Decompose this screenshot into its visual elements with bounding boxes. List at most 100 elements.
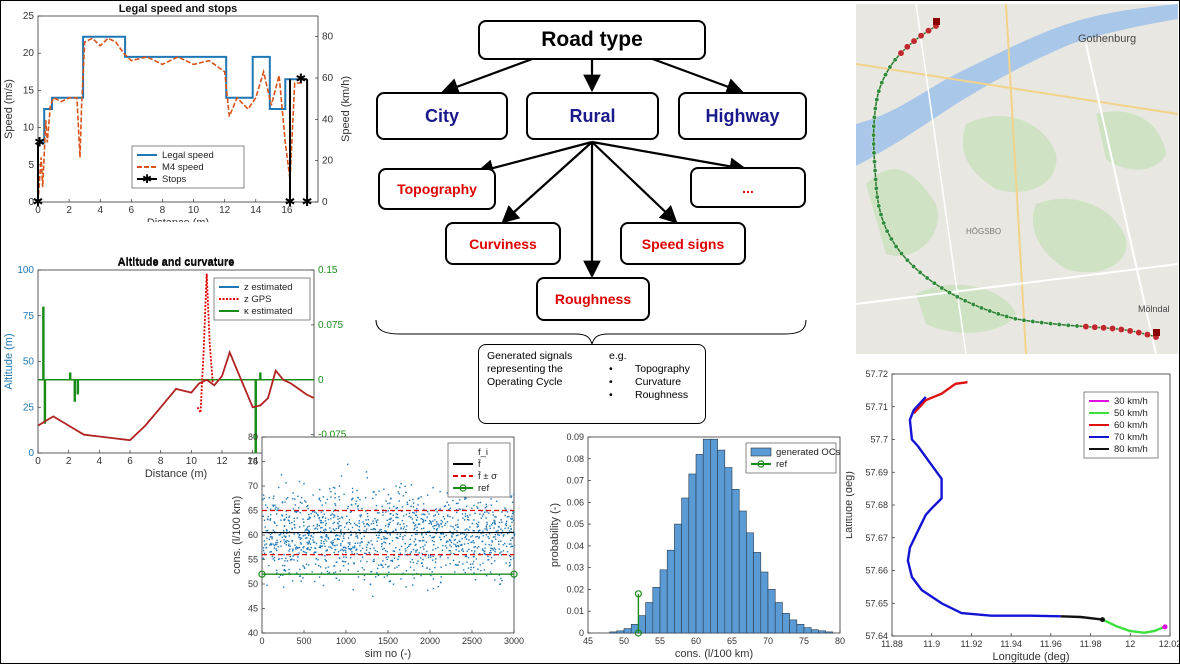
scatter-point	[292, 555, 294, 557]
scatter-point	[340, 533, 342, 535]
x-tick-label: 11.9	[923, 639, 940, 649]
scatter-point	[324, 517, 327, 519]
scatter-point	[357, 505, 359, 507]
scatter-point	[457, 502, 459, 504]
scatter-point	[418, 552, 420, 554]
scatter-point	[490, 562, 493, 565]
scatter-point	[422, 521, 424, 523]
scatter-point	[328, 571, 330, 574]
scatter-point	[292, 498, 294, 500]
legend-label: 30 km/h	[1114, 396, 1148, 407]
route-point	[1099, 617, 1105, 623]
scatter-point	[359, 499, 361, 501]
scatter-point	[416, 562, 418, 565]
scatter-point	[359, 544, 361, 547]
scatter-point	[374, 549, 377, 552]
scatter-point	[425, 533, 427, 535]
scatter-point	[385, 556, 387, 559]
scatter-point	[373, 560, 375, 562]
scatter-point	[436, 529, 438, 532]
scatter-point	[339, 570, 341, 572]
scatter-point	[450, 525, 452, 527]
scatter-point	[284, 565, 286, 567]
scatter-point	[456, 541, 459, 544]
scatter-point	[430, 521, 432, 523]
scatter-point	[486, 505, 488, 508]
scatter-point	[434, 561, 437, 563]
scatter-point	[449, 550, 451, 552]
scatter-point	[356, 535, 359, 537]
scatter-point	[303, 566, 305, 568]
y-tick-label: 57.64	[865, 631, 888, 641]
scatter-point	[389, 543, 391, 545]
scatter-point	[289, 545, 291, 547]
scatter-point	[302, 547, 304, 549]
scatter-point	[347, 563, 350, 565]
scatter-point	[479, 501, 482, 504]
scatter-point	[272, 504, 274, 506]
scatter-point	[354, 503, 357, 505]
scatter-point	[471, 522, 473, 525]
scatter-point	[294, 544, 296, 546]
scatter-point	[445, 534, 447, 537]
scatter-point	[386, 551, 388, 553]
scatter-point	[356, 537, 359, 539]
scatter-point	[465, 538, 468, 540]
scatter-point	[319, 547, 322, 549]
scatter-point	[319, 566, 322, 568]
scatter-point	[321, 545, 323, 547]
scatter-point	[481, 515, 484, 517]
scatter-point	[510, 539, 512, 542]
scatter-point	[356, 553, 358, 555]
scatter-point	[350, 548, 352, 550]
x-tick-label: 16	[281, 205, 293, 216]
x-tick-label: 45	[583, 636, 593, 646]
scatter-point	[319, 519, 321, 522]
scatter-point	[361, 567, 363, 569]
scatter-point	[318, 565, 320, 567]
scatter-point	[464, 513, 467, 515]
y-tick-label: 40	[248, 628, 258, 638]
scatter-point	[288, 572, 290, 574]
y-right-axis-label: Speed (km/h)	[340, 76, 352, 142]
scatter-point	[308, 525, 310, 527]
scatter-point	[431, 571, 433, 573]
y-tick-label: 57.66	[865, 566, 888, 576]
legend-label: 50 km/h	[1114, 408, 1148, 419]
scatter-point	[500, 554, 503, 556]
scatter-point	[420, 496, 422, 498]
scatter-point	[432, 555, 434, 557]
scatter-point	[377, 574, 380, 577]
scatter-point	[439, 508, 441, 510]
scatter-point	[366, 544, 369, 546]
scatter-point	[308, 533, 310, 535]
scatter-point	[282, 532, 285, 534]
scatter-point	[375, 504, 378, 507]
route-segment	[1060, 615, 1103, 621]
scatter-point	[413, 540, 415, 543]
scatter-point	[373, 528, 375, 530]
x-tick-label: 12	[1125, 639, 1135, 649]
scatter-point	[424, 555, 426, 557]
scatter-point	[510, 518, 512, 520]
route-marker	[874, 97, 880, 103]
route-marker	[879, 80, 885, 86]
scatter-point	[433, 515, 435, 517]
scatter-point	[486, 521, 488, 524]
scatter-point	[393, 505, 395, 508]
scatter-point	[465, 555, 468, 558]
route-marker	[917, 269, 923, 275]
scatter-point	[452, 517, 454, 519]
scatter-point	[480, 569, 482, 572]
x-axis-label: sim no (-)	[365, 648, 411, 660]
scatter-point	[324, 545, 326, 548]
scatter-point	[385, 500, 387, 502]
scatter-point	[500, 540, 502, 542]
scatter-point	[318, 517, 320, 520]
scatter-point	[398, 500, 400, 502]
scatter-point	[380, 545, 383, 548]
scatter-point	[316, 523, 318, 526]
scatter-point	[453, 543, 455, 545]
scatter-point	[367, 515, 369, 518]
scatter-point	[421, 532, 423, 534]
